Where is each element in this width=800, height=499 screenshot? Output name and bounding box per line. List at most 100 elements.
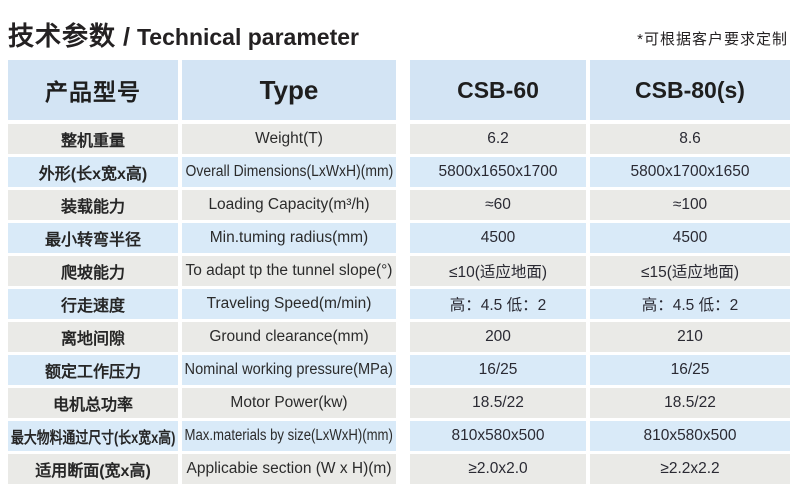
table-header-row: 产品型号 Type CSB-60 CSB-80(s) (8, 60, 790, 120)
row-label-en-cell: Applicabie section (W x H)(m) (182, 454, 396, 484)
table-row: 装载能力 Loading Capacity(m³/h) ≈60 ≈100 (8, 190, 790, 220)
table-body: 整机重量 Weight(T) 6.2 8.6 外形(长x宽x高) Overall… (8, 124, 790, 484)
page-title: 技术参数 / Technical parameter (8, 16, 359, 53)
row-value-csb60: ≈60 (485, 196, 511, 213)
row-value-csb80: 5800x1700x1650 (630, 163, 750, 180)
row-value-csb60: 18.5/22 (472, 394, 524, 411)
row-value-csb80-cell: 8.6 (590, 124, 790, 154)
row-value-csb60: ≤10(适应地面) (448, 264, 548, 281)
top-bar: 技术参数 / Technical parameter *可根据客户要求定制 (0, 0, 800, 60)
row-label-cn-cell: 额定工作压力 (8, 355, 178, 385)
row-label-en-cell: Nominal working pressure(MPa) (182, 355, 396, 385)
row-label-cn: 行走速度 (60, 298, 125, 315)
row-value-csb80: 8.6 (679, 130, 701, 147)
table-row: 最小转弯半径 Min.tuming radius(mm) 4500 4500 (8, 223, 790, 253)
row-label-cn: 离地间隙 (60, 331, 125, 348)
row-label-cn: 爬坡能力 (60, 265, 125, 282)
row-value-csb80: 16/25 (670, 361, 710, 378)
header-label-csb60: CSB-60 (457, 76, 539, 103)
row-value-csb60-cell: ≈60 (410, 190, 586, 220)
row-label-cn-cell: 离地间隙 (8, 322, 178, 352)
row-value-csb60: 810x580x500 (451, 427, 545, 444)
row-value-csb80-cell: 16/25 (590, 355, 790, 385)
row-label-en: Nominal working pressure(MPa) (184, 361, 394, 378)
row-label-en: Ground clearance(mm) (209, 328, 369, 345)
page-title-english: Technical parameter (136, 24, 359, 50)
row-value-csb80-cell: 高：4.5 低：2 (590, 289, 790, 319)
row-value-csb80: 4500 (672, 229, 708, 246)
row-value-csb80-cell: 5800x1700x1650 (590, 157, 790, 187)
row-label-en-cell: Min.tuming radius(mm) (182, 223, 396, 253)
row-value-csb60-cell: 高：4.5 低：2 (410, 289, 586, 319)
row-value-csb80: 210 (677, 328, 703, 345)
table-row: 电机总功率 Motor Power(kw) 18.5/22 18.5/22 (8, 388, 790, 418)
row-label-cn-cell: 最大物料通过尺寸(长x宽x高) (8, 421, 178, 451)
row-label-en: Motor Power(kw) (230, 394, 348, 411)
parameter-table: 产品型号 Type CSB-60 CSB-80(s) 整机重量 Weight(T… (8, 60, 790, 487)
table-row: 爬坡能力 To adapt tp the tunnel slope(°) ≤10… (8, 256, 790, 286)
row-value-csb60-cell: 6.2 (410, 124, 586, 154)
header-label-cn: 产品型号 (45, 79, 141, 105)
row-value-csb60: ≥2.0x2.0 (468, 460, 528, 477)
row-value-csb60-cell: 4500 (410, 223, 586, 253)
row-value-csb80-cell: 810x580x500 (590, 421, 790, 451)
row-value-csb80: 18.5/22 (664, 394, 716, 411)
row-value-csb60: 4500 (480, 229, 516, 246)
row-label-cn-cell: 外形(长x宽x高) (8, 157, 178, 187)
row-label-en-cell: Loading Capacity(m³/h) (182, 190, 396, 220)
table-row: 整机重量 Weight(T) 6.2 8.6 (8, 124, 790, 154)
row-label-en: Loading Capacity(m³/h) (208, 196, 370, 213)
row-label-cn: 装载能力 (60, 199, 125, 216)
header-label-type: Type (259, 74, 319, 105)
row-value-csb60-cell: ≥2.0x2.0 (410, 454, 586, 484)
row-label-en: Traveling Speed(m/min) (206, 295, 372, 312)
page-title-separator: / (123, 23, 130, 51)
row-label-en: Min.tuming radius(mm) (209, 229, 369, 246)
row-value-csb80: ≈100 (672, 196, 708, 213)
page-title-chinese: 技术参数 (8, 21, 117, 51)
row-value-csb60: 200 (485, 328, 511, 345)
row-value-csb60: 高：4.5 低：2 (449, 297, 547, 314)
row-label-en-cell: Weight(T) (182, 124, 396, 154)
header-cell-product-model-cn: 产品型号 (8, 60, 178, 120)
row-label-en: To adapt tp the tunnel slope(°) (185, 262, 393, 279)
row-label-en: Overall Dimensions(LxWxH)(mm) (185, 163, 393, 180)
row-label-cn-cell: 整机重量 (8, 124, 178, 154)
customization-note: *可根据客户要求定制 (637, 31, 788, 48)
row-label-cn-cell: 适用断面(宽x高) (8, 454, 178, 484)
row-label-en-cell: To adapt tp the tunnel slope(°) (182, 256, 396, 286)
row-value-csb60: 5800x1650x1700 (438, 163, 558, 180)
row-value-csb60: 16/25 (478, 361, 518, 378)
row-value-csb80-cell: ≈100 (590, 190, 790, 220)
row-label-cn-cell: 行走速度 (8, 289, 178, 319)
table-row: 适用断面(宽x高) Applicabie section (W x H)(m) … (8, 454, 790, 484)
row-label-en-cell: Max.materials by size(LxWxH)(mm) (182, 421, 396, 451)
row-label-cn: 额定工作压力 (44, 364, 141, 381)
row-label-en-cell: Traveling Speed(m/min) (182, 289, 396, 319)
row-value-csb60-cell: 16/25 (410, 355, 586, 385)
row-value-csb80-cell: ≤15(适应地面) (590, 256, 790, 286)
row-label-cn: 电机总功率 (52, 397, 133, 414)
row-label-en-cell: Ground clearance(mm) (182, 322, 396, 352)
row-label-en: Max.materials by size(LxWxH)(mm) (184, 427, 394, 444)
row-value-csb80: ≤15(适应地面) (640, 264, 740, 281)
table-row: 离地间隙 Ground clearance(mm) 200 210 (8, 322, 790, 352)
row-value-csb80-cell: ≥2.2x2.2 (590, 454, 790, 484)
row-label-cn-cell: 爬坡能力 (8, 256, 178, 286)
row-value-csb80-cell: 4500 (590, 223, 790, 253)
table-row: 最大物料通过尺寸(长x宽x高) Max.materials by size(Lx… (8, 421, 790, 451)
row-value-csb80-cell: 210 (590, 322, 790, 352)
row-value-csb80: 高：4.5 低：2 (641, 297, 739, 314)
row-value-csb80: ≥2.2x2.2 (660, 460, 720, 477)
row-value-csb60-cell: ≤10(适应地面) (410, 256, 586, 286)
row-value-csb60-cell: 18.5/22 (410, 388, 586, 418)
row-value-csb60-cell: 5800x1650x1700 (410, 157, 586, 187)
header-label-csb80: CSB-80(s) (635, 76, 745, 103)
row-label-cn: 适用断面(宽x高) (35, 463, 151, 480)
row-label-cn-cell: 最小转弯半径 (8, 223, 178, 253)
row-label-en-cell: Motor Power(kw) (182, 388, 396, 418)
row-value-csb80: 810x580x500 (643, 427, 737, 444)
row-label-cn: 最大物料通过尺寸(长x宽x高) (10, 430, 176, 447)
row-label-en-cell: Overall Dimensions(LxWxH)(mm) (182, 157, 396, 187)
